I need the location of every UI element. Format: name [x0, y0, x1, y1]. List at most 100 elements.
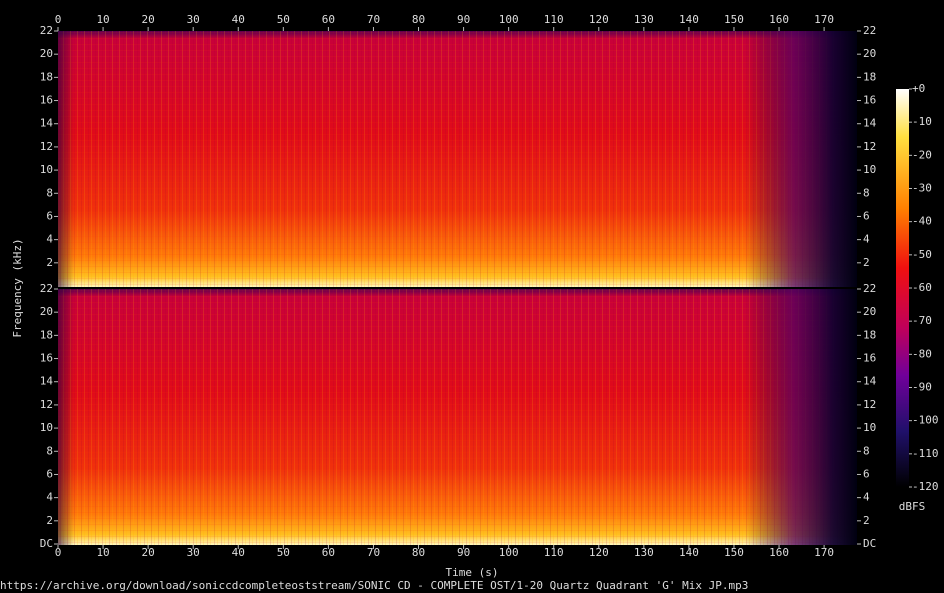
- y-tick-label-left: 2: [46, 514, 53, 527]
- y-tick-label-right: 4: [863, 233, 870, 246]
- colorbar-tick-label: -50: [912, 248, 932, 261]
- y-tick-label-left: 10: [40, 163, 53, 176]
- y-tick-label-left: 14: [40, 117, 54, 130]
- y-tick-label-left: 6: [46, 209, 53, 222]
- x-tick-label-bottom: 140: [679, 546, 699, 559]
- x-tick-label-bottom: 150: [724, 546, 744, 559]
- y-tick-label-left: 16: [40, 352, 53, 365]
- x-tick-label-top: 120: [589, 13, 609, 26]
- x-tick-label-top: 110: [544, 13, 564, 26]
- y-tick-label-right: 16: [863, 352, 876, 365]
- y-tick-label-right: 6: [863, 209, 870, 222]
- x-tick-label-top: 50: [277, 13, 290, 26]
- x-tick-label-bottom: 10: [96, 546, 109, 559]
- colorbar-tick-label: -90: [912, 381, 932, 394]
- y-tick-label-right: 10: [863, 421, 876, 434]
- x-tick-label-top: 10: [96, 13, 109, 26]
- x-tick-label-top: 80: [412, 13, 425, 26]
- y-tick-label-right: 6: [863, 467, 870, 480]
- colorbar-tick-label: -40: [912, 215, 932, 228]
- x-tick-label-bottom: 60: [322, 546, 335, 559]
- x-tick-label-top: 20: [142, 13, 155, 26]
- y-tick-label-right: 14: [863, 117, 877, 130]
- x-tick-label-top: 150: [724, 13, 744, 26]
- x-tick-label-bottom: 130: [634, 546, 654, 559]
- y-tick-label-left: 22: [40, 24, 53, 37]
- x-tick-label-top: 160: [769, 13, 789, 26]
- x-tick-label-top: 90: [457, 13, 470, 26]
- x-tick-label-bottom: 70: [367, 546, 380, 559]
- y-tick-label-left: 12: [40, 140, 53, 153]
- x-tick-label-top: 70: [367, 13, 380, 26]
- y-tick-label-left: 22: [40, 282, 53, 295]
- colorbar-tick-label: -120: [912, 480, 939, 493]
- y-tick-label-left: 8: [46, 186, 53, 199]
- x-tick-label-top: 140: [679, 13, 699, 26]
- y-tick-label-right: 2: [863, 256, 870, 269]
- y-tick-label-left: 2: [46, 256, 53, 269]
- y-tick-label-left: DC: [40, 537, 53, 550]
- colorbar-tick-label: -20: [912, 148, 932, 161]
- y-tick-label-left: 14: [40, 375, 54, 388]
- colorbar-tick-label: -70: [912, 314, 932, 327]
- y-tick-label-right: 20: [863, 305, 876, 318]
- y-tick-label-left: 4: [46, 491, 53, 504]
- colorbar-tick-label: -60: [912, 281, 932, 294]
- y-tick-label-right: 10: [863, 163, 876, 176]
- x-tick-label-bottom: 120: [589, 546, 609, 559]
- y-axis-label: Frequency (kHz): [11, 238, 24, 337]
- x-tick-label-bottom: 0: [55, 546, 62, 559]
- x-tick-label-top: 130: [634, 13, 654, 26]
- colorbar-tick-label: -10: [912, 115, 932, 128]
- y-tick-label-left: 20: [40, 305, 53, 318]
- y-tick-label-left: 6: [46, 467, 53, 480]
- x-tick-label-bottom: 30: [187, 546, 200, 559]
- y-tick-label-right: 12: [863, 140, 876, 153]
- x-tick-label-bottom: 40: [232, 546, 245, 559]
- x-tick-label-top: 100: [499, 13, 519, 26]
- y-tick-label-right: 16: [863, 94, 876, 107]
- y-tick-label-left: 10: [40, 421, 53, 434]
- y-tick-label-left: 20: [40, 47, 53, 60]
- y-tick-label-right: 2: [863, 514, 870, 527]
- x-tick-label-bottom: 110: [544, 546, 564, 559]
- x-axis-label: Time (s): [446, 566, 499, 579]
- y-tick-label-right: 20: [863, 47, 876, 60]
- y-tick-label-right: 8: [863, 444, 870, 457]
- y-tick-label-right: 12: [863, 398, 876, 411]
- colorbar-tick-label: -80: [912, 347, 932, 360]
- x-tick-label-top: 60: [322, 13, 335, 26]
- x-tick-label-bottom: 20: [142, 546, 155, 559]
- y-tick-label-right: 18: [863, 328, 876, 341]
- y-tick-label-right: 22: [863, 282, 876, 295]
- colorbar-tick-label: -100: [912, 414, 939, 427]
- y-tick-label-left: 16: [40, 94, 53, 107]
- y-tick-label-left: 8: [46, 444, 53, 457]
- y-tick-label-right: 4: [863, 491, 870, 504]
- spectrogram-top: [58, 31, 857, 287]
- y-tick-label-right: 14: [863, 375, 877, 388]
- y-tick-label-left: 18: [40, 328, 53, 341]
- spectrogram-bottom: [58, 289, 857, 545]
- x-tick-label-top: 0: [55, 13, 62, 26]
- colorbar: [896, 89, 909, 487]
- y-tick-label-left: 12: [40, 398, 53, 411]
- x-tick-label-bottom: 90: [457, 546, 470, 559]
- colorbar-tick-label: +0: [912, 82, 925, 95]
- colorbar-tick-label: -110: [912, 447, 939, 460]
- y-tick-label-left: 4: [46, 233, 53, 246]
- colorbar-tick-label: -30: [912, 182, 932, 195]
- x-tick-label-top: 30: [187, 13, 200, 26]
- y-tick-label-right: 8: [863, 186, 870, 199]
- x-tick-label-bottom: 170: [814, 546, 834, 559]
- y-tick-label-right: 18: [863, 70, 876, 83]
- x-tick-label-bottom: 80: [412, 546, 425, 559]
- x-tick-label-top: 170: [814, 13, 834, 26]
- x-tick-label-bottom: 100: [499, 546, 519, 559]
- x-tick-label-top: 40: [232, 13, 245, 26]
- y-tick-label-right: 22: [863, 24, 876, 37]
- colorbar-label: dBFS: [899, 500, 926, 513]
- x-tick-label-bottom: 50: [277, 546, 290, 559]
